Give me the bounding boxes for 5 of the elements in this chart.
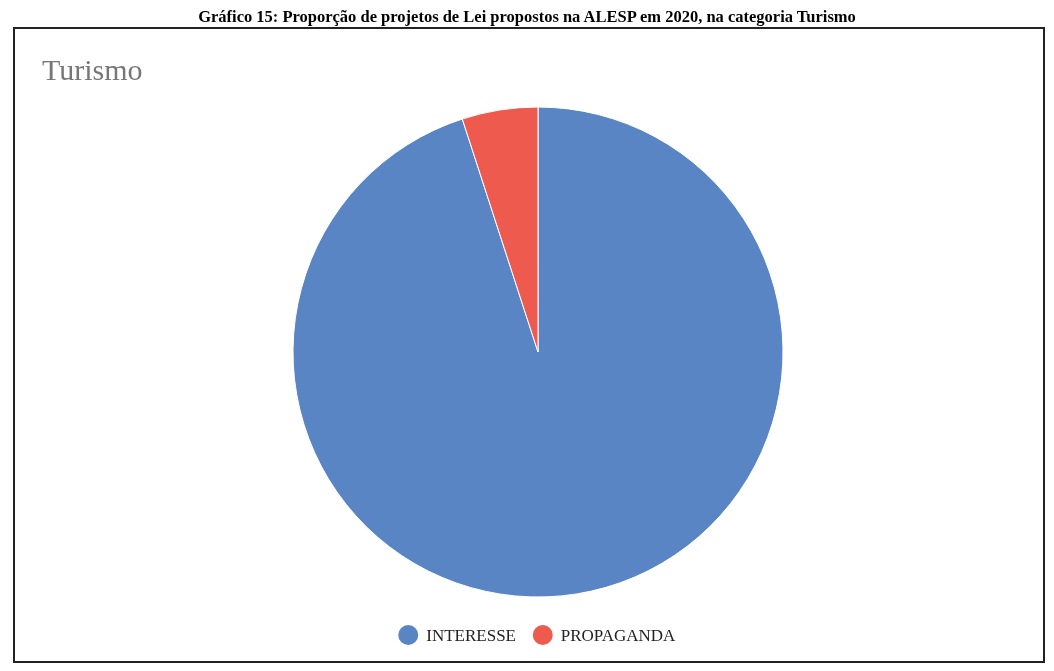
pie-slice bbox=[292, 106, 784, 598]
chart-title: Gráfico 15: Proporção de projetos de Lei propostos na ALESP em 2020, na categoria Turismo bbox=[198, 7, 856, 26]
legend-label: PROPAGANDA bbox=[560, 626, 677, 645]
chart-subtitle: Turismo bbox=[42, 53, 143, 86]
legend-label: INTERESSE bbox=[426, 626, 516, 645]
